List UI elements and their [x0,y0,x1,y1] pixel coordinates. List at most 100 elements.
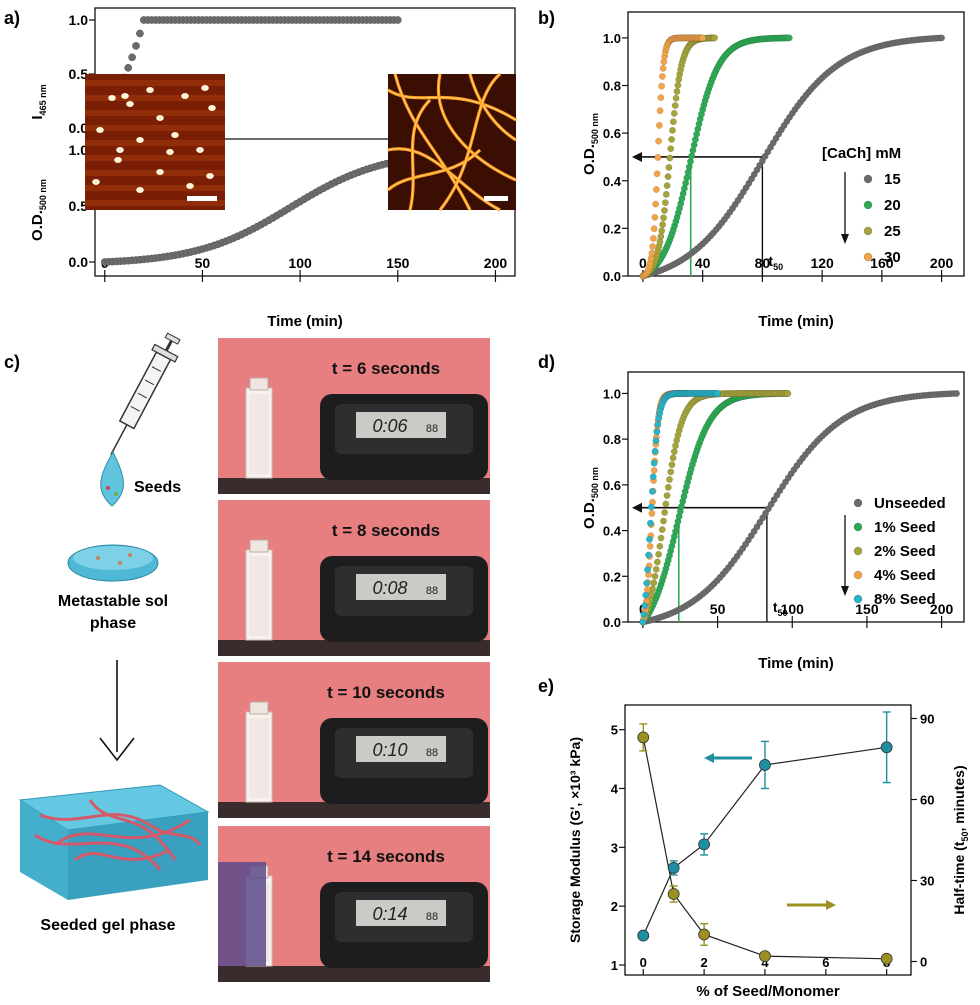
panel-b-point-30 [648,249,656,257]
panel-d-x-tick-label: 100 [781,601,805,617]
afm-streak [85,80,225,86]
panel-e-point-modulus [637,929,650,942]
afm-streak [85,200,225,206]
panel-b-point-25 [672,94,680,102]
panel-b-x-tick-label: 40 [695,255,711,271]
panel-b-point-20 [785,34,793,42]
panel-b-t50-arrowhead [632,151,642,162]
syringe-icon [110,332,181,456]
panel-a-label: a) [4,8,20,28]
afm-streak [85,125,225,131]
panel-d-point-2seed [650,579,658,587]
panel-b-point-30 [655,137,663,145]
panel-b-point-25 [661,207,668,214]
panel-e-x-tick-label: 2 [700,955,707,970]
vial-liquid [249,394,269,474]
vial-liquid [249,718,269,798]
panel-b-x-tick-label: 160 [870,255,894,271]
panel-e-x-tick-label: 6 [822,955,829,970]
timer-readout: 0:08 [372,578,407,598]
panel-e-point-halftime [667,888,680,900]
afm-sphere [96,127,104,133]
photo-table [218,478,490,494]
afm-sphere [181,93,189,99]
afm-sphere [136,137,144,143]
panel-d-legend-marker [853,522,863,532]
panel-b-x-tick-label: 120 [810,255,834,271]
panel-b-point-15 [938,34,945,42]
panel-b-point-25 [711,34,719,42]
inset-left-afm [85,74,225,210]
panel-b-point-25 [667,145,675,153]
timer-readout-small: 88 [426,911,438,923]
panel-d-x-tick-label: 150 [855,601,879,617]
panel-a: 0501001502001.00.50.01.00.50.0 I465 nm O… [29,7,517,330]
panel-d-point-8seed [645,551,652,559]
panel-c-schematic: Seeds Metastable sol phase Seeded gel ph… [18,332,210,934]
panel-d-point-unseeded [953,390,960,397]
panel-e: 02468123450306090 Storage Modulus (G', ×… [567,704,970,1000]
panel-d-point-2seed [670,448,678,455]
photo-caption: t = 8 seconds [332,521,440,540]
photo-table [218,966,490,982]
panel-d-point-4seed [646,542,654,550]
panel-d-point-2seed [658,526,666,533]
photo-table [218,802,490,818]
panel-e-ylabel-right: Half-time (t50, minutes) [951,765,970,914]
panel-d-legend-arrowhead [841,586,849,596]
panel-d-xlabel: Time (min) [758,655,834,672]
panel-d-legend-label: 1% Seed [874,519,936,536]
panel-d-point-2seed [663,492,671,499]
panel-b-point-25 [668,136,676,143]
photo-table [218,640,490,656]
panel-d: 0501001502000.00.20.40.60.81.0 t50 O.D.5… [581,371,965,672]
panel-d-y-tick-label: 0.4 [603,524,622,539]
panel-b-point-20 [688,152,696,160]
afm-sphere [196,147,204,153]
panel-a-ytop-tick-label: 0.5 [69,66,89,82]
panel-e-frame [624,704,912,976]
panel-d-frame [627,371,965,623]
timer-readout-small: 88 [426,423,438,435]
panel-d-point-2seed [652,565,660,573]
panel-b-point-30 [652,200,660,208]
seed-droplet-icon [100,450,124,507]
afm-right-scalebar [484,196,508,201]
panel-a-ybot-tick-label: 0.0 [69,254,89,270]
panel-b-legend: 15 20 25 30 [863,171,901,266]
vial-cap [249,377,269,391]
sol-label-line2: phase [90,615,136,632]
panel-b-point-30 [651,213,659,221]
panel-b-t50-label: t50 [768,253,783,272]
photo-bystander [218,862,266,966]
gel-label: Seeded gel phase [40,917,175,934]
panel-d-y-tick-label: 1.0 [603,386,621,401]
schematic-arrowhead [99,737,135,762]
panel-d-y-tick-label: 0.2 [603,569,621,584]
panel-e-ylabel-left: Storage Modulus (G', ×10³ kPa) [567,737,583,943]
panel-b-point-30 [659,64,667,72]
panel-c-photos: 0:06 88 t = 6 seconds 0:08 88 t = 8 seconds 0:… [218,338,490,982]
timer-readout-small: 88 [426,747,438,759]
afm-sphere [126,101,134,107]
panel-d-point-2seed [667,468,675,476]
panel-d-legend-marker [853,594,863,604]
afm-sphere [136,187,144,193]
panel-b-point-25 [660,214,667,222]
panel-d-point-2seed [662,500,670,508]
panel-d-legend-label: Unseeded [874,495,946,512]
panel-d-point-8seed [642,591,650,599]
panel-e-x-tick-label: 0 [640,955,647,970]
afm-fiber-highlight [469,73,517,141]
afm-fiber-highlight [387,149,481,191]
panel-b-point-30 [657,94,665,102]
panel-a-point-i465 [124,63,133,72]
timer-readout: 0:06 [372,416,408,436]
panel-e-point-modulus [698,838,711,851]
panel-a-ybot-tick-label: 0.5 [69,198,89,214]
gel-fibers [34,799,202,871]
afm-sphere [146,87,154,93]
panel-e-points [637,711,893,965]
timer-readout: 0:10 [372,740,407,760]
